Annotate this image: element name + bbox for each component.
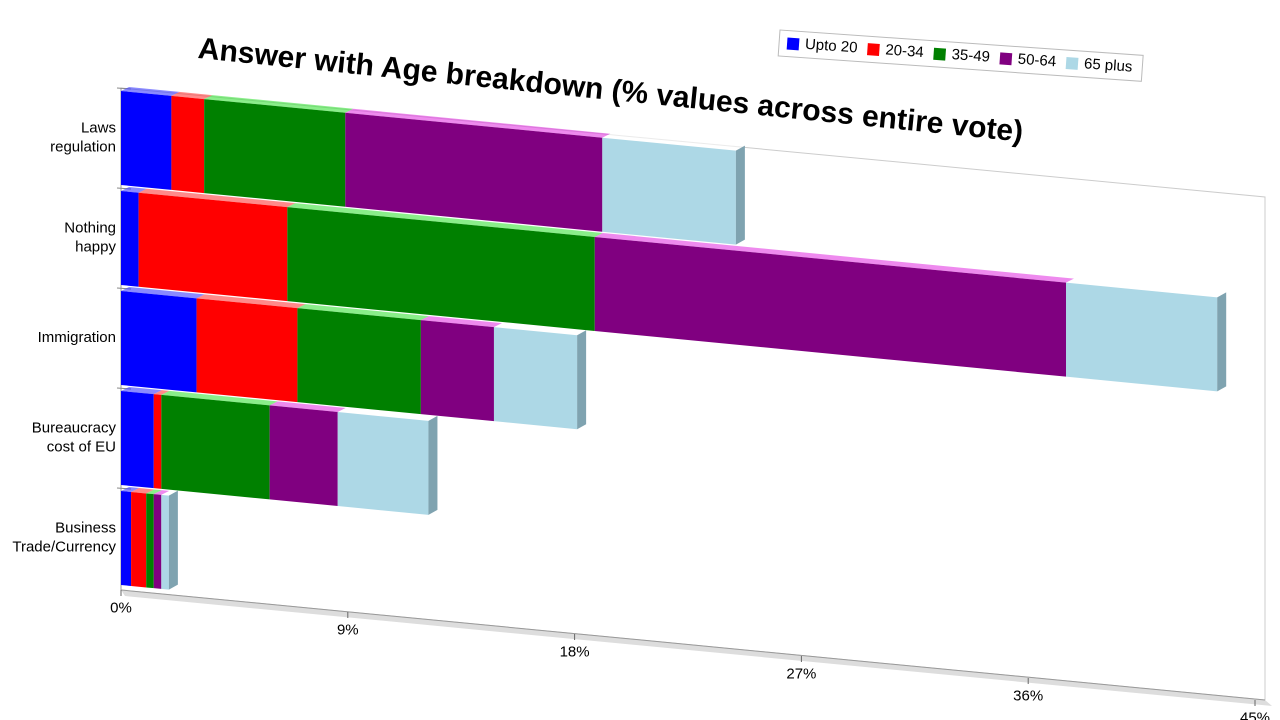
bar-top (337, 408, 437, 421)
bar-top (121, 387, 162, 395)
category-label: Immigration (38, 329, 116, 346)
bar-segment (131, 491, 147, 588)
legend-swatch (786, 37, 800, 51)
bar-top (594, 232, 1074, 283)
bar-top (153, 490, 170, 495)
category-label: happy (75, 238, 116, 255)
bar-segment (1066, 282, 1218, 392)
legend-box (777, 29, 1144, 82)
bar-segment (161, 494, 169, 590)
bar-top (297, 304, 429, 321)
bar-top (121, 287, 205, 299)
floor (121, 590, 1272, 706)
bar-top (345, 108, 611, 138)
legend-label: 65 plus (1083, 55, 1132, 75)
bar-top (161, 490, 177, 496)
bar-top (204, 95, 354, 113)
legend-swatch (867, 43, 880, 56)
bar-segment (146, 493, 154, 589)
category-label: Business (55, 519, 116, 536)
bar-top (161, 390, 278, 406)
x-tick-label: 0% (110, 599, 132, 616)
category-label: Laws (81, 119, 116, 136)
bar-segment (337, 412, 429, 515)
x-tick-label: 27% (786, 665, 816, 682)
legend-swatch (933, 47, 947, 61)
x-tick-label: 45% (1240, 709, 1270, 720)
bar-segment (121, 391, 154, 489)
bar-top (121, 187, 147, 193)
legend-label: Upto 20 (804, 36, 858, 57)
x-tick-label: 36% (1013, 687, 1043, 704)
bar-top (493, 323, 586, 336)
bar-segment (420, 320, 494, 422)
bar-segment (493, 327, 578, 430)
bar-segment (297, 308, 421, 415)
legend-label: 50-64 (1017, 51, 1056, 71)
category-label: regulation (50, 138, 116, 155)
bar-end (168, 490, 178, 590)
bar-segment (161, 394, 270, 500)
category-label: cost of EU (47, 438, 116, 455)
bar-end (428, 415, 438, 515)
bar-segment (287, 207, 595, 331)
bar-segment (153, 394, 162, 489)
x-axis (120, 589, 1266, 701)
bar-top (121, 87, 180, 96)
category-label: Nothing (64, 219, 116, 236)
bar-top (131, 487, 155, 494)
bar-top (602, 133, 744, 151)
bar-top (196, 294, 306, 309)
bar-top (171, 91, 213, 100)
bar-top (146, 489, 162, 495)
bar-top (269, 401, 346, 413)
bar-top (420, 316, 502, 328)
bar-top (153, 390, 170, 395)
category-label: Bureaucracy (32, 419, 117, 436)
bar-segment (121, 191, 139, 287)
bar-segment (204, 99, 346, 207)
legend-swatch (1065, 57, 1079, 70)
bar-top (138, 188, 296, 208)
bar-segment (153, 494, 162, 589)
legend-label: 20-34 (885, 41, 924, 61)
bar-segment (121, 291, 197, 393)
bar-segment (121, 491, 132, 586)
bar-end (577, 330, 587, 430)
bar-segment (345, 112, 603, 232)
category-label: Trade/Currency (12, 538, 116, 555)
bar-end (1217, 292, 1227, 392)
bar-segment (171, 95, 205, 194)
bar-top (287, 203, 603, 237)
bar-end (735, 145, 745, 245)
bar-top (121, 487, 140, 492)
x-tick-label: 18% (560, 643, 590, 660)
bar-top (1066, 278, 1226, 298)
bar-segment (269, 405, 338, 507)
bar-segment (138, 192, 288, 302)
bar-segment (602, 137, 736, 245)
legend-swatch (999, 52, 1013, 66)
bar-segment (121, 91, 172, 190)
bar-segment (196, 298, 298, 403)
legend-label: 35-49 (951, 46, 990, 66)
bar-segment (594, 236, 1066, 377)
legend: Upto 20 20-34 35-49 50-64 65 plus (777, 29, 1144, 82)
x-tick-label: 9% (337, 621, 359, 638)
